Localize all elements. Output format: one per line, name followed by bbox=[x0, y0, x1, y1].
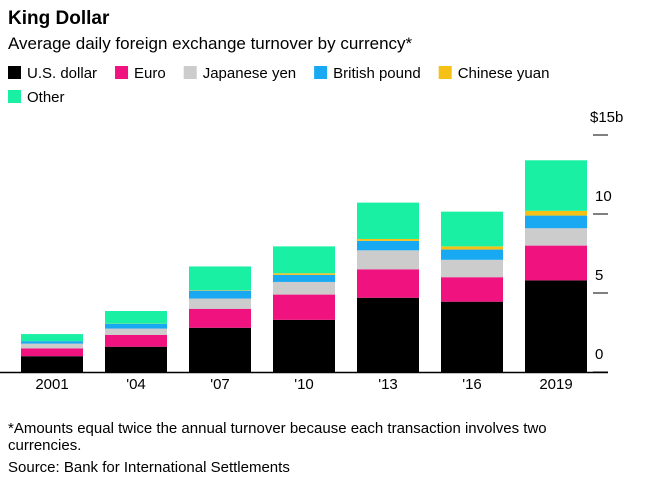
bar-segment bbox=[441, 301, 503, 372]
x-tick-label: '16 bbox=[462, 376, 482, 393]
bar-segment bbox=[525, 160, 587, 211]
source: Source: Bank for International Settlemen… bbox=[8, 459, 290, 476]
bar-segment bbox=[525, 215, 587, 229]
legend-swatch bbox=[183, 66, 197, 79]
y-tick-label: $15b bbox=[590, 109, 623, 126]
legend-label: British pound bbox=[333, 65, 421, 82]
bar-segment bbox=[273, 246, 335, 274]
bar-segment bbox=[441, 246, 503, 250]
bar-segment bbox=[21, 348, 83, 357]
bar-segment bbox=[273, 319, 335, 372]
bar-segment bbox=[525, 280, 587, 372]
legend-swatch bbox=[115, 66, 129, 79]
bar-segment bbox=[189, 266, 251, 291]
bar-segment bbox=[189, 327, 251, 372]
bar-segment bbox=[105, 328, 167, 335]
bar-segment bbox=[21, 334, 83, 342]
bar-segment bbox=[105, 346, 167, 372]
bar-segment bbox=[105, 311, 167, 324]
chart-title: King Dollar bbox=[8, 8, 110, 29]
legend-label: Chinese yuan bbox=[458, 65, 550, 82]
bar-segment bbox=[357, 238, 419, 241]
x-tick-label: '10 bbox=[294, 376, 314, 393]
legend-swatch bbox=[8, 66, 21, 79]
x-tick-label: 2019 bbox=[539, 376, 572, 393]
bar-segment bbox=[357, 240, 419, 251]
bar-segment bbox=[441, 249, 503, 260]
x-tick-label: 2001 bbox=[35, 376, 68, 393]
bar-segment bbox=[357, 297, 419, 372]
bar-segment bbox=[525, 228, 587, 246]
bar-segment bbox=[273, 281, 335, 295]
y-tick-label: 5 bbox=[595, 267, 603, 284]
footnote-box: *Amounts equal twice the annual turnover… bbox=[8, 420, 547, 454]
legend-swatch bbox=[438, 66, 452, 79]
bar-segment bbox=[189, 290, 251, 299]
bar-segment bbox=[21, 343, 83, 349]
legend-label: Japanese yen bbox=[203, 65, 296, 82]
bar-segment bbox=[441, 259, 503, 278]
bar-segment bbox=[357, 269, 419, 298]
x-tick-label: '04 bbox=[126, 376, 146, 393]
bar-segment bbox=[525, 245, 587, 281]
bar-segment bbox=[105, 323, 167, 329]
footnote: *Amounts equal twice the annual turnover… bbox=[8, 420, 547, 454]
legend-swatch bbox=[314, 66, 328, 79]
legend-label: Other bbox=[27, 89, 65, 106]
bar-segment bbox=[273, 274, 335, 282]
y-tick-label: 0 bbox=[595, 346, 603, 363]
bar-segment bbox=[357, 250, 419, 270]
legend-label: U.S. dollar bbox=[27, 65, 97, 82]
bar-segment bbox=[105, 334, 167, 347]
bar-segment bbox=[189, 298, 251, 309]
legend-swatch bbox=[8, 90, 21, 103]
bar-segment bbox=[441, 277, 503, 302]
bar-segment bbox=[441, 211, 503, 247]
y-tick-label: 10 bbox=[595, 188, 612, 205]
bar-segment bbox=[21, 341, 83, 344]
bar-segment bbox=[273, 273, 335, 275]
legend-label: Euro bbox=[134, 65, 166, 82]
bar-segment bbox=[21, 356, 83, 372]
bar-segment bbox=[273, 294, 335, 320]
x-tick-label: '07 bbox=[210, 376, 230, 393]
bar-segment bbox=[525, 210, 587, 216]
bar-segment bbox=[357, 202, 419, 239]
bar-segment bbox=[189, 308, 251, 328]
x-tick-label: '13 bbox=[378, 376, 398, 393]
chart-subtitle: Average daily foreign exchange turnover … bbox=[8, 34, 413, 53]
